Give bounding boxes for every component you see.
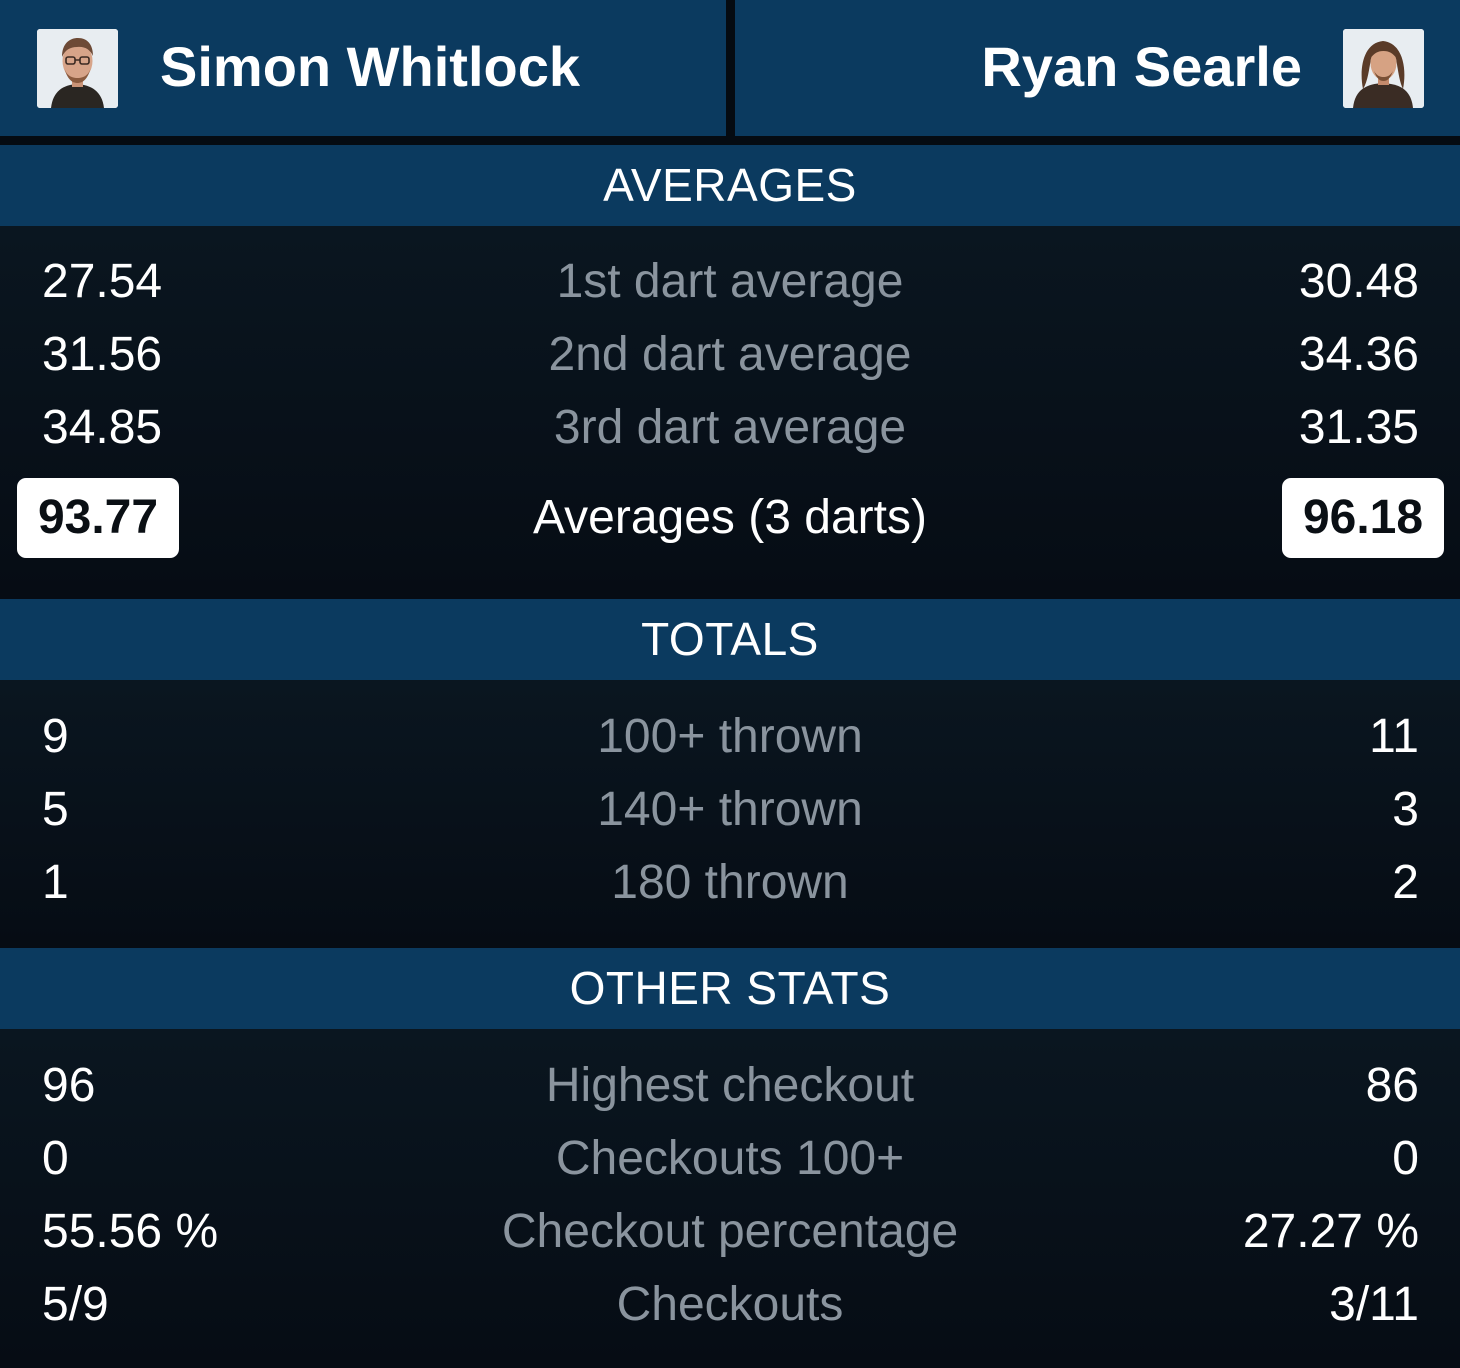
right-value: 27.27 % xyxy=(1242,1205,1419,1258)
left-value: 0 xyxy=(42,1132,69,1185)
right-value: 34.36 xyxy=(1298,328,1419,381)
left-value: 1 xyxy=(42,856,69,909)
stat-row-3rd-dart-average: 34.85 3rd dart average 31.35 xyxy=(0,391,1460,464)
stat-label: Highest checkout xyxy=(545,1059,915,1112)
stat-row-checkout-percentage: 55.56 % Checkout percentage 27.27 % xyxy=(0,1195,1460,1268)
averages-section-body xyxy=(0,226,1460,599)
stat-row-averages-3-darts: Averages (3 darts) xyxy=(0,481,1460,554)
averages-section-header: AVERAGES xyxy=(0,145,1460,226)
left-value: 34.85 xyxy=(42,401,163,454)
player-left-panel[interactable]: Simon Whitlock xyxy=(0,0,726,136)
other-stats-section-body xyxy=(0,1029,1460,1368)
match-header: Simon Whitlock Ryan Searle xyxy=(0,0,1460,145)
right-value: 31.35 xyxy=(1298,401,1419,454)
left-average-badge: 93.77 xyxy=(17,478,179,558)
player-right-panel[interactable]: Ryan Searle xyxy=(735,0,1460,136)
stat-label: Checkouts 100+ xyxy=(555,1132,905,1185)
left-value: 27.54 xyxy=(42,255,163,308)
stat-label: Checkouts xyxy=(616,1278,844,1331)
right-average-badge: 96.18 xyxy=(1282,478,1444,558)
player-photo-icon xyxy=(1343,29,1424,108)
left-value: 5/9 xyxy=(42,1278,109,1331)
totals-section-body xyxy=(0,680,1460,948)
stat-row-1st-dart-average: 27.54 1st dart average 30.48 xyxy=(0,245,1460,318)
player-left-avatar xyxy=(37,29,118,108)
player-photo-icon xyxy=(37,29,118,108)
left-value: 31.56 xyxy=(42,328,163,381)
stat-row-highest-checkout: 96 Highest checkout 86 xyxy=(0,1049,1460,1122)
totals-section-header: TOTALS xyxy=(0,599,1460,680)
stat-row-checkouts-100-plus: 0 Checkouts 100+ 0 xyxy=(0,1122,1460,1195)
stat-row-checkouts: 5/9 Checkouts 3/11 xyxy=(0,1268,1460,1341)
other-stats-section-header: OTHER STATS xyxy=(0,948,1460,1029)
player-left-name[interactable]: Simon Whitlock xyxy=(160,35,580,98)
right-value: 2 xyxy=(1392,856,1419,909)
stat-row-140-plus-thrown: 5 140+ thrown 3 xyxy=(0,773,1460,846)
stat-label: 100+ thrown xyxy=(597,710,863,763)
right-value: 0 xyxy=(1392,1132,1419,1185)
stat-label: Checkout percentage xyxy=(501,1205,959,1258)
stat-label: Averages (3 darts) xyxy=(533,491,927,544)
stat-label: 2nd dart average xyxy=(548,328,912,381)
right-value: 3/11 xyxy=(1329,1278,1419,1331)
player-right-name[interactable]: Ryan Searle xyxy=(981,35,1302,98)
stat-row-2nd-dart-average: 31.56 2nd dart average 34.36 xyxy=(0,318,1460,391)
stat-label: 140+ thrown xyxy=(597,783,863,836)
left-value: 96 xyxy=(42,1059,96,1112)
stat-label: 180 thrown xyxy=(611,856,849,909)
right-value: 86 xyxy=(1365,1059,1419,1112)
left-value: 9 xyxy=(42,710,69,763)
stat-row-100-plus-thrown: 9 100+ thrown 11 xyxy=(0,700,1460,773)
right-value: 3 xyxy=(1392,783,1419,836)
right-value: 30.48 xyxy=(1298,255,1419,308)
player-right-avatar xyxy=(1343,29,1424,108)
left-value: 55.56 % xyxy=(42,1205,219,1258)
right-value: 11 xyxy=(1369,710,1419,763)
stat-label: 3rd dart average xyxy=(553,401,907,454)
stat-label: 1st dart average xyxy=(556,255,904,308)
left-value: 5 xyxy=(42,783,69,836)
stat-row-180-thrown: 1 180 thrown 2 xyxy=(0,846,1460,919)
